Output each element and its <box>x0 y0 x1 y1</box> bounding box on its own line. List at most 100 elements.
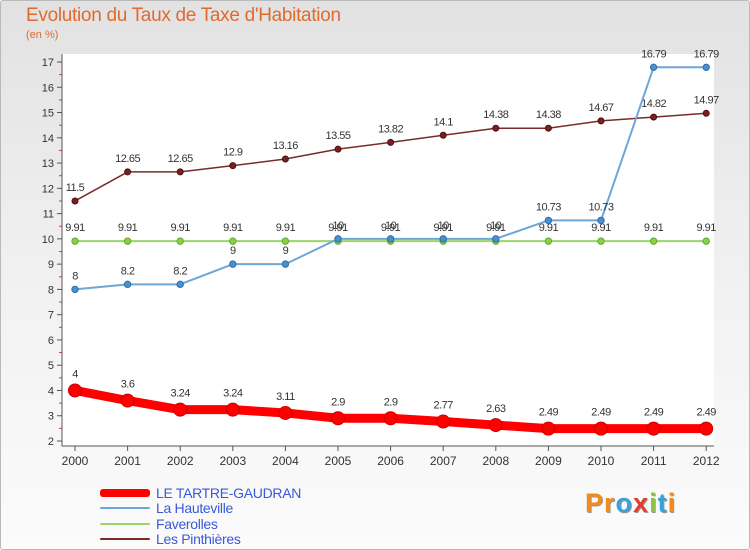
data-point-le-tartre-gaudran <box>699 421 714 436</box>
data-label-le-tartre-gaudran: 3.24 <box>223 388 243 400</box>
data-label-faverolles: 9.91 <box>65 222 85 234</box>
y-tick-label: 6 <box>48 335 54 347</box>
data-point-la-hauteville <box>71 285 79 294</box>
data-label-les-pinthieres: 12.65 <box>115 153 140 165</box>
data-point-la-hauteville <box>281 260 290 268</box>
data-label-le-tartre-gaudran: 3.24 <box>170 388 190 400</box>
data-label-faverolles: 9.91 <box>696 222 716 234</box>
data-label-le-tartre-gaudran: 4 <box>72 368 78 380</box>
data-label-la-hauteville: 8.2 <box>121 265 135 277</box>
x-tick-label: 2004 <box>272 454 299 468</box>
data-label-les-pinthieres: 12.65 <box>168 153 193 165</box>
brand-letter: i <box>649 488 658 518</box>
data-point-faverolles <box>123 237 132 245</box>
data-point-la-hauteville <box>597 216 605 225</box>
data-point-faverolles <box>597 237 605 245</box>
data-point-les-pinthieres <box>229 162 237 170</box>
data-point-la-hauteville <box>702 63 710 72</box>
y-tick-label: 9 <box>48 259 54 271</box>
x-tick-label: 2010 <box>588 454 615 468</box>
brand-letter: x <box>633 488 650 518</box>
x-tick-label: 2000 <box>62 454 89 468</box>
chart-title: Evolution du Taux de Taxe d'Habitation <box>26 5 341 26</box>
data-point-faverolles <box>176 237 184 245</box>
data-point-les-pinthieres <box>124 168 132 176</box>
x-tick-label: 2003 <box>219 454 246 468</box>
x-tick-label: 2002 <box>167 454 194 468</box>
legend-item-faverolles: Faverolles <box>100 516 301 532</box>
data-label-les-pinthieres: 13.16 <box>273 140 298 152</box>
x-tick-label: 2009 <box>535 454 562 468</box>
data-point-la-hauteville <box>334 235 342 243</box>
data-point-la-hauteville <box>176 280 184 289</box>
data-label-faverolles: 9.91 <box>433 222 453 234</box>
data-label-les-pinthieres: 13.82 <box>378 123 403 135</box>
data-point-le-tartre-gaudran <box>278 405 293 420</box>
brand-letter: i <box>667 488 677 518</box>
y-tick-label: 12 <box>42 183 54 195</box>
plot-area <box>62 54 714 446</box>
data-label-la-hauteville: 10.73 <box>536 201 561 213</box>
brand-letter: o <box>615 488 634 518</box>
data-label-le-tartre-gaudran: 2.9 <box>331 396 345 408</box>
data-label-le-tartre-gaudran: 2.77 <box>433 400 453 412</box>
data-point-le-tartre-gaudran <box>594 421 608 436</box>
data-point-les-pinthieres <box>702 109 710 117</box>
data-label-faverolles: 9.91 <box>644 222 664 234</box>
data-label-faverolles: 9.91 <box>539 222 559 234</box>
data-label-faverolles: 9.91 <box>591 222 611 234</box>
data-point-la-hauteville <box>123 280 132 289</box>
data-point-les-pinthieres <box>439 131 447 139</box>
data-label-le-tartre-gaudran: 3.6 <box>121 379 135 391</box>
data-label-le-tartre-gaudran: 2.49 <box>644 407 664 419</box>
data-label-la-hauteville: 16.79 <box>641 48 666 60</box>
y-tick-label: 10 <box>42 234 54 246</box>
data-label-la-hauteville: 8 <box>72 270 78 282</box>
legend-swatch <box>100 488 150 497</box>
x-tick-label: 2006 <box>377 454 404 468</box>
data-point-les-pinthieres <box>387 138 395 146</box>
data-point-les-pinthieres <box>71 197 79 205</box>
data-point-faverolles <box>544 237 553 245</box>
data-label-faverolles: 9.91 <box>170 222 190 234</box>
data-point-le-tartre-gaudran <box>646 421 661 436</box>
brand-logo: Proxiti <box>585 488 676 519</box>
brand-letter: P <box>585 488 605 518</box>
data-label-faverolles: 9.91 <box>381 222 401 234</box>
x-tick-label: 2005 <box>325 454 352 468</box>
data-point-faverolles <box>71 237 79 245</box>
data-label-faverolles: 9.91 <box>276 222 296 234</box>
legend-label: Les Pinthières <box>156 531 241 548</box>
data-point-faverolles <box>229 237 237 245</box>
legend-swatch <box>100 538 150 541</box>
brand-letter: r <box>604 488 616 518</box>
y-tick-label: 16 <box>42 82 54 94</box>
data-label-la-hauteville: 10 <box>332 220 344 232</box>
data-label-le-tartre-gaudran: 2.9 <box>384 396 398 408</box>
x-tick-label: 2011 <box>641 454 667 468</box>
data-label-les-pinthieres: 14.82 <box>641 98 666 110</box>
data-label-les-pinthieres: 14.97 <box>694 94 719 106</box>
x-tick-label: 2008 <box>482 454 509 468</box>
y-tick-label: 15 <box>42 108 54 120</box>
data-label-la-hauteville: 16.79 <box>694 48 719 60</box>
data-point-les-pinthieres <box>176 168 184 176</box>
data-label-les-pinthieres: 12.9 <box>223 147 243 159</box>
data-point-faverolles <box>702 237 710 245</box>
data-point-les-pinthieres <box>544 124 552 132</box>
data-label-le-tartre-gaudran: 2.49 <box>696 407 716 419</box>
x-tick-label: 2012 <box>693 454 720 468</box>
data-label-la-hauteville: 10 <box>490 220 502 232</box>
data-point-le-tartre-gaudran <box>488 418 503 433</box>
data-point-la-hauteville <box>649 63 658 72</box>
data-point-le-tartre-gaudran <box>68 383 82 398</box>
data-point-les-pinthieres <box>650 113 658 121</box>
data-point-le-tartre-gaudran <box>383 411 398 426</box>
data-label-le-tartre-gaudran: 2.63 <box>486 403 506 415</box>
brand-letter: t <box>657 488 668 518</box>
legend-item-le-tartre-gaudran: LE TARTRE-GAUDRAN <box>100 485 301 501</box>
y-tick-label: 17 <box>42 57 54 69</box>
data-point-le-tartre-gaudran <box>225 402 240 417</box>
data-point-faverolles <box>649 237 658 245</box>
